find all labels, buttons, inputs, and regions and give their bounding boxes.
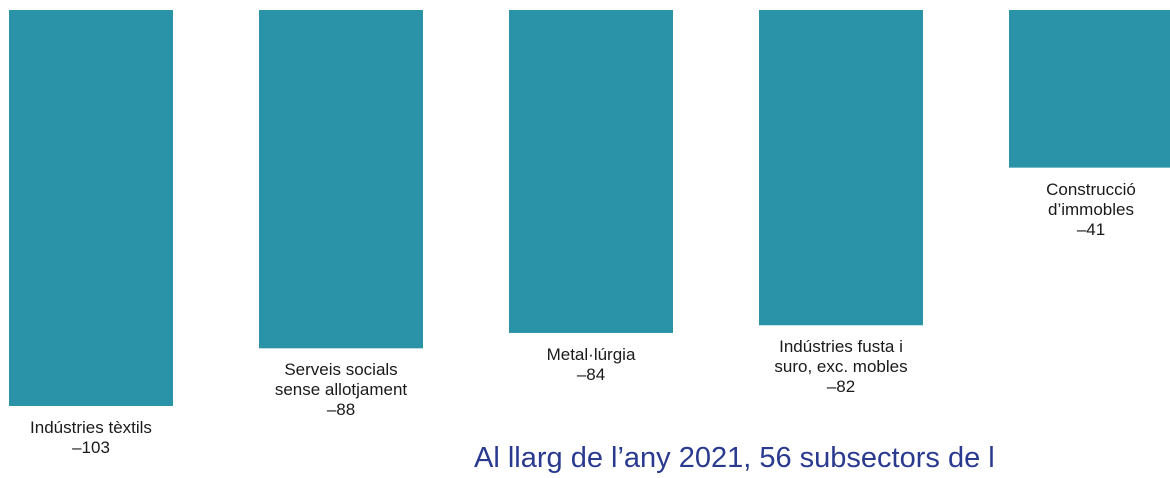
category-label-line: Metal·lúrgia	[546, 344, 636, 364]
bar-1	[9, 10, 173, 406]
bar-4	[759, 10, 923, 326]
bar-label-5: Construcció d’immobles –41	[991, 180, 1170, 240]
category-label-line: Serveis socials	[284, 360, 398, 380]
bar-2	[259, 10, 423, 349]
category-label-line: sense allotjament	[274, 380, 408, 400]
category-label-line: Indústries fusta i	[779, 337, 903, 357]
bar-3	[509, 10, 673, 333]
bar-label-2: Serveis socials sense allotjament –88	[241, 360, 441, 420]
value-label: –84	[576, 364, 606, 384]
bar-label-3: Metal·lúrgia –84	[491, 345, 691, 385]
value-label: –82	[826, 377, 856, 397]
value-label: –103	[72, 438, 110, 457]
category-label-line: Indústries tèxtils	[30, 418, 152, 437]
caption-text: Al llarg de l’any 2021, 56 subsectors de…	[474, 442, 995, 474]
bar-chart	[9, 10, 1170, 406]
bar-label-1: Indústries tèxtils –103	[0, 418, 191, 458]
value-label: –41	[1076, 219, 1106, 239]
category-label-line: Construcció	[1046, 179, 1136, 199]
value-label: –88	[326, 400, 356, 420]
category-label-line: d’immobles	[1048, 199, 1134, 219]
bar-5	[1009, 10, 1170, 168]
bar-label-4: Indústries fusta i suro, exc. mobles –82	[741, 337, 941, 397]
category-label-line: suro, exc. mobles	[774, 357, 908, 377]
